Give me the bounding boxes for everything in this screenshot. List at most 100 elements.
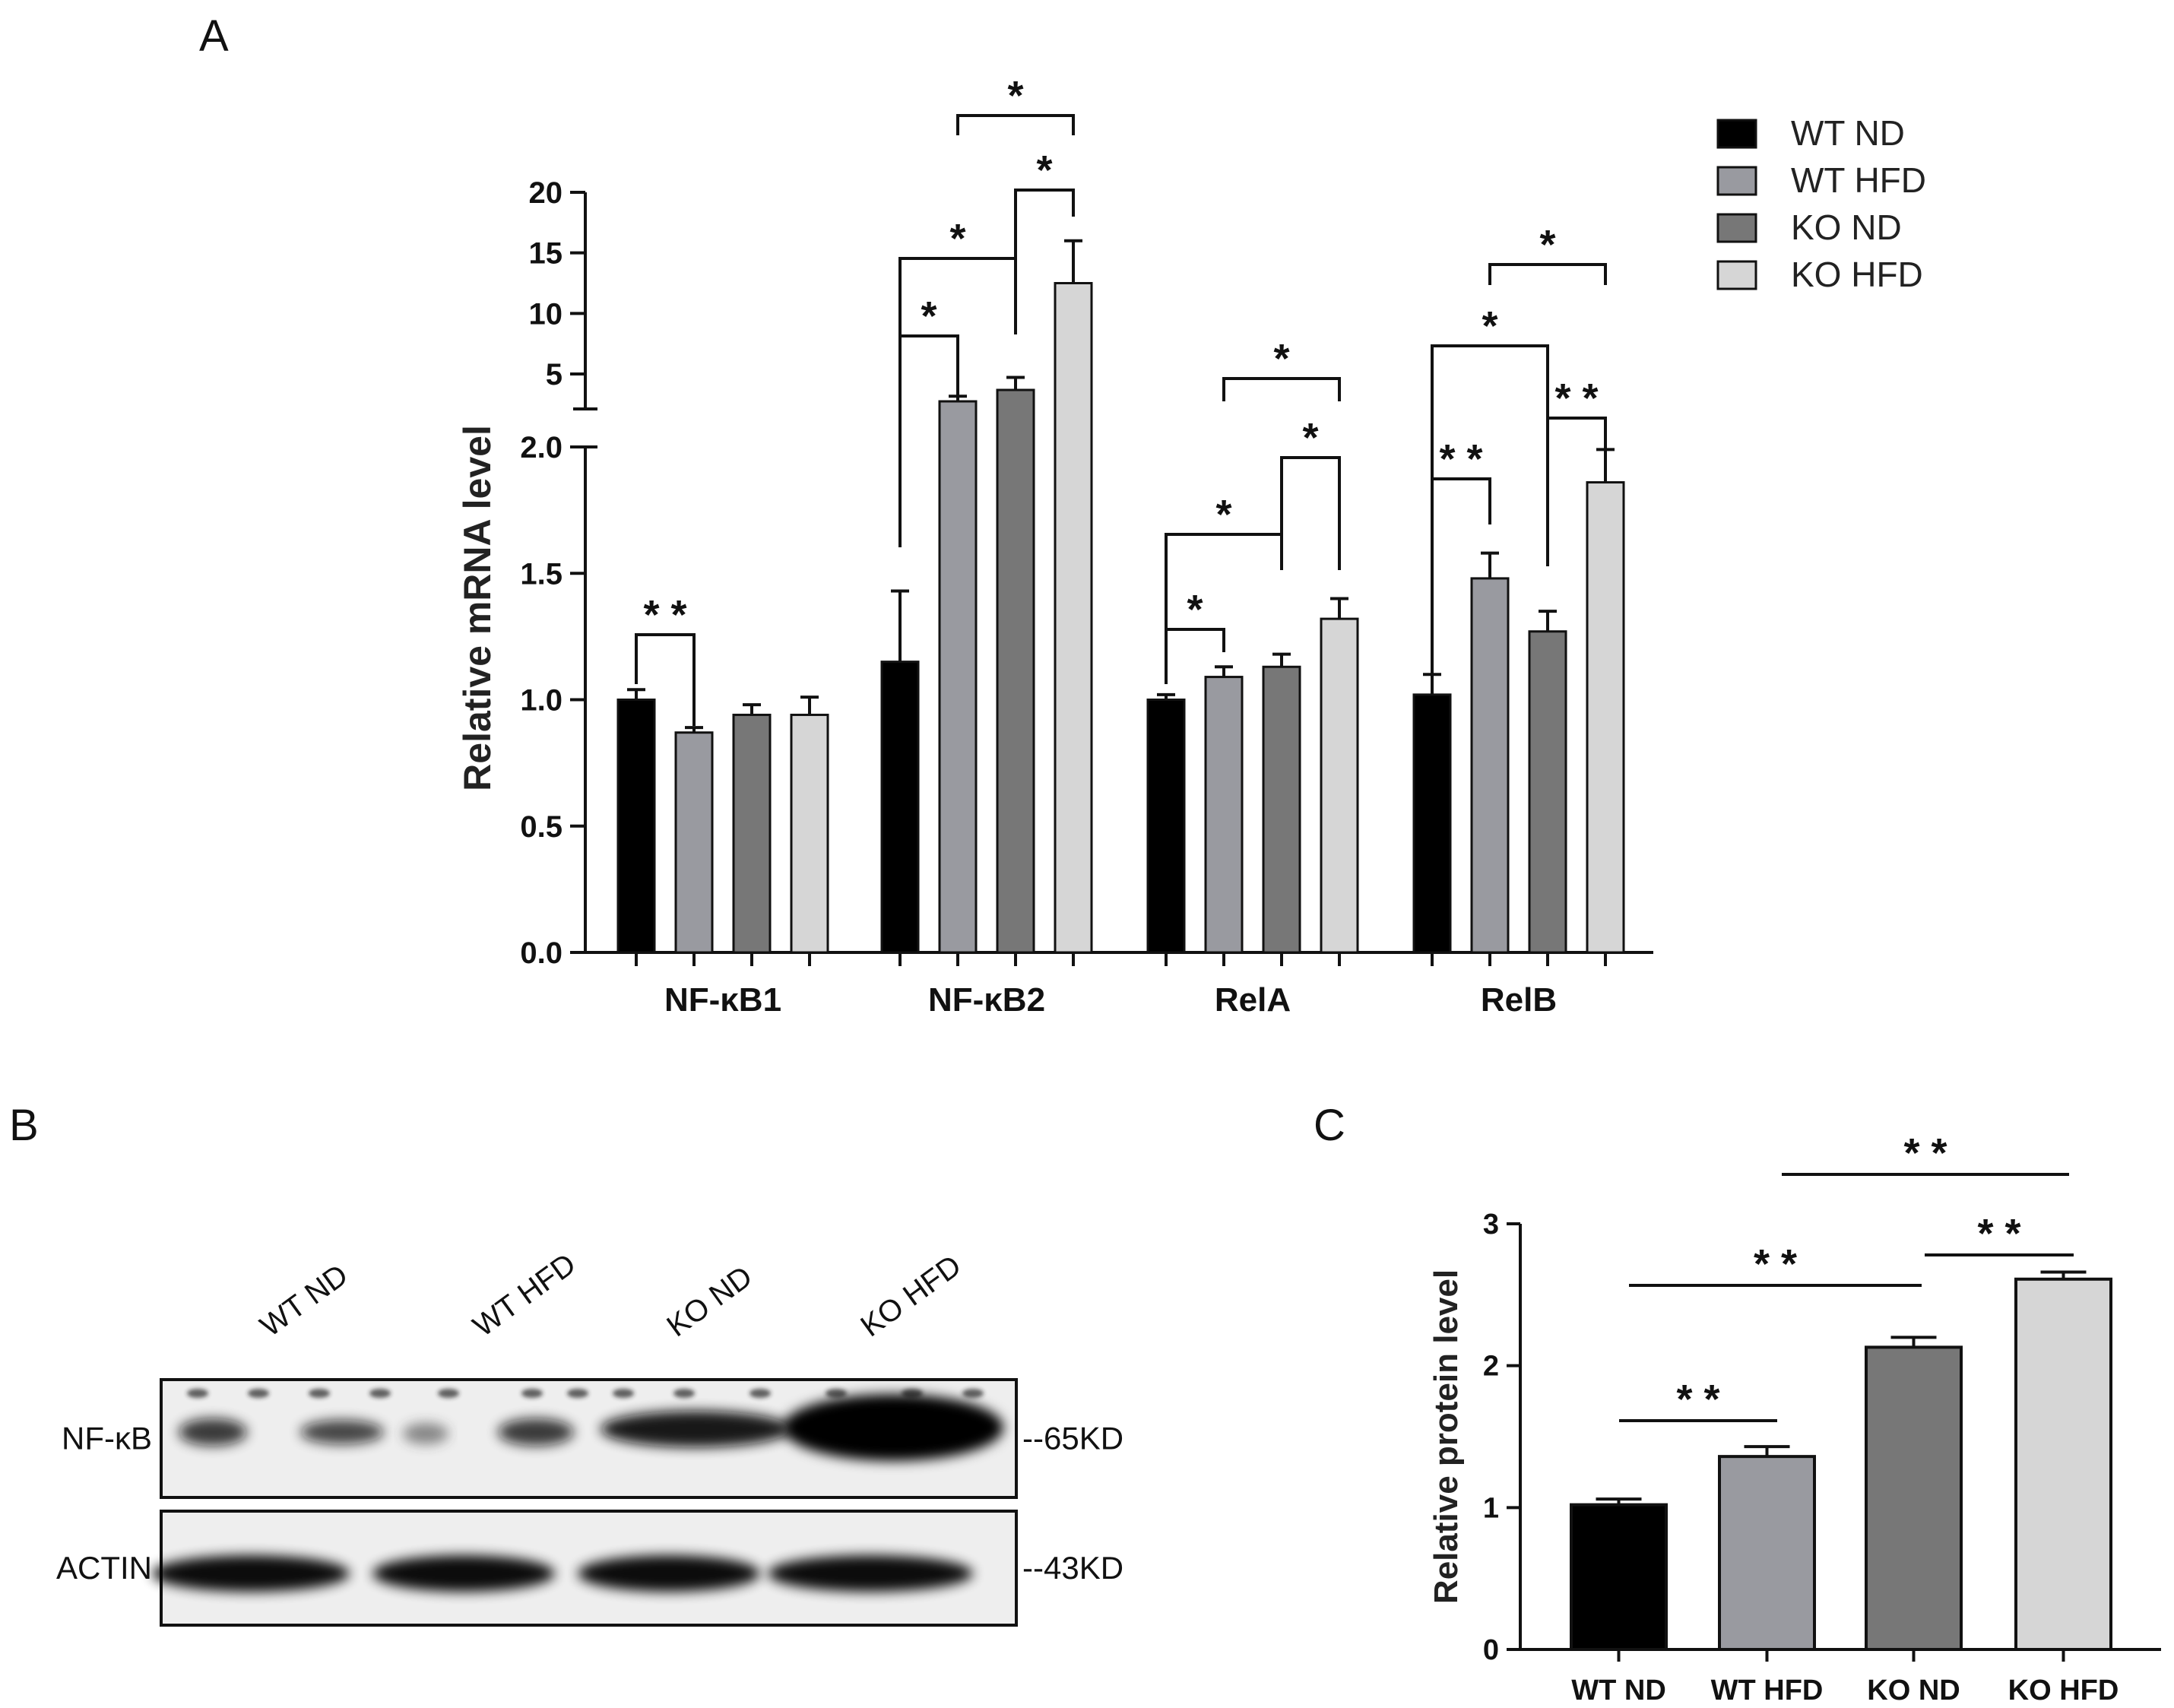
blot-band [601, 1411, 791, 1447]
blot-band [179, 1418, 247, 1446]
chart-a-significance-mark: * [1273, 336, 1289, 382]
chart-a-ytick-label: 2.0 [520, 431, 563, 464]
chart-a-bar [616, 699, 656, 954]
blot-lane-label: KO HFD [854, 1249, 967, 1343]
chart-a-ytick-label: 5 [546, 358, 563, 391]
chart-a-bar [1262, 665, 1301, 954]
legend-label: WT ND [1791, 113, 1905, 153]
chart-a-significance-mark: * [1036, 147, 1052, 193]
chart-c-ylabel: Relative protein level [1428, 1269, 1465, 1604]
chart-a-significance-bracket [956, 114, 1075, 135]
chart-a-significance-mark: * * [643, 592, 686, 638]
blot-band [578, 1555, 760, 1592]
chart-c-ytick-label: 0 [1483, 1634, 1499, 1666]
blot-speck [521, 1389, 543, 1398]
chart-c-bar [2014, 1277, 2112, 1652]
chart-a-significance-mark: * [1187, 587, 1203, 632]
chart-c: Relative protein level 0 1 2 3 WT ND WT HFD K… [1428, 1130, 2161, 1706]
blot-speck [673, 1389, 695, 1398]
chart-a-ytick-label: 0.5 [520, 810, 563, 844]
chart-a-ytick-label: 1.0 [520, 684, 563, 718]
chart-c-significance-mark: * * [1754, 1241, 1797, 1287]
panel-letter-b: B [9, 1101, 39, 1150]
chart-a-category-label: NF-κB1 [664, 981, 781, 1019]
western-blot: WT ND WT HFD KO ND KO HFD NF-κB --65KD ACTIN -… [56, 1247, 1123, 1627]
chart-c-significance-mark: * * [1903, 1130, 1947, 1176]
blot-band [300, 1420, 384, 1444]
chart-c-bar [1718, 1455, 1816, 1651]
chart-c-category-label: WT ND [1571, 1675, 1666, 1706]
chart-a-bar [1412, 693, 1452, 954]
blot-row: NF-κB --65KD [62, 1378, 1123, 1499]
chart-c-significance: * * * * * * * * [1619, 1130, 2074, 1422]
blot-band [498, 1418, 574, 1446]
chart-a-significance-bracket [1165, 533, 1283, 684]
chart-a-significance-mark: * [1482, 303, 1497, 349]
legend-swatch [1716, 166, 1757, 196]
chart-a-bar [1528, 630, 1567, 954]
chart-a-bar [674, 731, 714, 954]
chart-a-significance-bracket [1546, 417, 1607, 566]
chart-c-bar [1570, 1503, 1668, 1651]
chart-c-ytick-label: 2 [1483, 1351, 1499, 1383]
chart-a-ytick-label: 10 [529, 297, 563, 331]
blot-speck [826, 1389, 847, 1398]
blot-row-label: ACTIN [56, 1550, 152, 1586]
chart-a-significance-mark: * [921, 293, 936, 339]
blot-band [403, 1423, 448, 1444]
chart-c-significance-mark: * * [1676, 1377, 1719, 1422]
chart-a-significance-mark: * * [1439, 436, 1482, 482]
chart-c-ytick-label: 3 [1483, 1209, 1499, 1241]
chart-a-category-label: RelB [1481, 981, 1557, 1019]
blot-band [783, 1394, 1003, 1461]
blot-row: ACTIN --43KD [56, 1510, 1123, 1627]
chart-a-bar [1586, 481, 1625, 954]
chart-c-category-label: KO HFD [2008, 1675, 2119, 1706]
blot-size-marker: --43KD [1022, 1550, 1123, 1586]
chart-c-ytick-label: 1 [1483, 1492, 1499, 1524]
blot-row-label: NF-κB [62, 1421, 152, 1456]
chart-a-legend: WT ND WT HFD KO ND KO HFD [1716, 113, 1926, 294]
chart-a-bars: NF-κB1 NF-κB2 RelA RelB [616, 239, 1625, 1019]
chart-a-category-label: RelA [1215, 981, 1291, 1019]
legend-label: KO ND [1791, 208, 1902, 247]
chart-a-significance-mark: * [1007, 73, 1023, 119]
chart-a-ytick-label: 15 [529, 237, 563, 271]
blot-speck [613, 1389, 634, 1398]
blot-band [152, 1555, 350, 1592]
blot-speck [438, 1389, 459, 1398]
chart-a-significance-mark: * [949, 216, 965, 261]
chart-a-significance-bracket [1014, 189, 1075, 334]
chart-a-bar [1146, 699, 1186, 954]
chart-a-bar [790, 713, 829, 954]
chart-a-significance-bracket [635, 633, 696, 726]
blot-speck [248, 1389, 269, 1398]
chart-a-significance-bracket [1222, 377, 1341, 401]
blot-size-marker: --65KD [1022, 1421, 1123, 1456]
chart-a-significance-bracket [1488, 263, 1607, 285]
chart-a-bar [1204, 676, 1244, 954]
chart-a-significance-mark: * [1215, 492, 1231, 537]
chart-c-significance-mark: * * [1977, 1211, 2020, 1256]
chart-a-ytick-label: 0.0 [520, 936, 563, 970]
blot-lane-label: WT ND [254, 1258, 353, 1343]
legend-swatch [1716, 119, 1757, 149]
chart-c-bars: WT ND WT HFD KO ND KO HFD [1570, 1270, 2119, 1706]
legend-swatch [1716, 260, 1757, 290]
chart-a-axes: 0.0 0.5 1.0 1.5 2.0 5 10 15 20 [520, 176, 1653, 970]
blot-band [372, 1555, 555, 1592]
blot-speck [309, 1389, 330, 1398]
chart-a-bar [1470, 577, 1510, 954]
chart-c-category-label: KO ND [1867, 1675, 1960, 1706]
chart-a-bar [732, 713, 772, 954]
panel-letter-a: A [199, 11, 229, 61]
chart-a-significance-mark: * [1302, 415, 1318, 461]
legend-label: KO HFD [1791, 255, 1923, 294]
chart-a-ylabel: Relative mRNA level [456, 425, 499, 791]
panel-letter-c: C [1314, 1101, 1345, 1150]
chart-a-ytick-label: 1.5 [520, 557, 563, 591]
legend-label: WT HFD [1791, 160, 1926, 200]
blot-speck [369, 1389, 391, 1398]
chart-a-bar [938, 400, 978, 954]
blot-lane-label: KO ND [661, 1260, 758, 1343]
